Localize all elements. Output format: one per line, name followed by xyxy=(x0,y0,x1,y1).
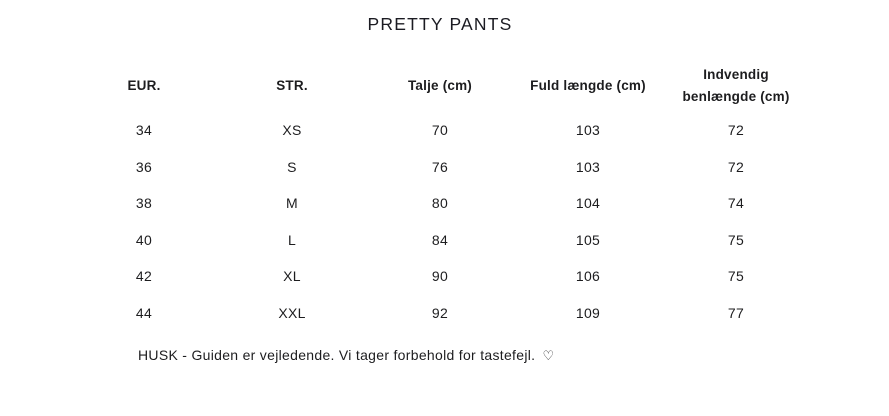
table-row: 42 XL 90 106 75 xyxy=(70,258,810,295)
table-row: 40 L 84 105 75 xyxy=(70,222,810,259)
table-row: 44 XXL 92 109 77 xyxy=(70,295,810,332)
table-cell: 42 xyxy=(135,268,153,285)
table-cell: 103 xyxy=(575,122,601,139)
table-cell: XS xyxy=(282,122,302,139)
disclaimer-note: HUSK - Guiden er vejledende. Vi tager fo… xyxy=(138,347,555,364)
page-title: PRETTY PANTS xyxy=(367,14,513,34)
table-cell: M xyxy=(286,195,298,212)
column-header: Fuld længde (cm) xyxy=(514,75,662,97)
table-cell: 70 xyxy=(431,122,449,139)
column-header-label: Talje (cm) xyxy=(407,77,472,93)
column-header-label: EUR. xyxy=(127,77,161,93)
heart-icon: ♡ xyxy=(542,348,555,363)
table-cell: 104 xyxy=(575,195,601,212)
table-cell: 105 xyxy=(575,231,601,248)
table-cell: 72 xyxy=(727,122,745,139)
disclaimer-text: HUSK - Guiden er vejledende. Vi tager fo… xyxy=(138,347,536,363)
column-header-label: Fuld længde (cm) xyxy=(530,77,646,93)
column-header-label: Indvendig benlængde (cm) xyxy=(682,66,790,104)
size-table-body: 34 XS 70 103 72 36 S 76 103 72 38 M 80 104 74 40 L 84 105 7… xyxy=(70,112,810,331)
table-cell: 72 xyxy=(727,158,745,175)
column-header: Talje (cm) xyxy=(366,75,514,97)
table-cell: S xyxy=(287,158,297,175)
table-cell: 75 xyxy=(727,231,745,248)
table-cell: 103 xyxy=(575,158,601,175)
table-cell: 76 xyxy=(431,158,449,175)
table-cell: 34 xyxy=(135,122,153,139)
table-row: 34 XS 70 103 72 xyxy=(70,112,810,149)
table-cell: 38 xyxy=(135,195,153,212)
table-cell: 44 xyxy=(135,304,153,321)
size-table-header-row: EUR. STR. Talje (cm) Fuld længde (cm) Indven… xyxy=(70,60,810,112)
table-cell: 90 xyxy=(431,268,449,285)
column-header: STR. xyxy=(218,75,366,97)
table-cell: 36 xyxy=(135,158,153,175)
table-row: 38 M 80 104 74 xyxy=(70,185,810,222)
table-cell: L xyxy=(287,231,297,248)
table-cell: 92 xyxy=(431,304,449,321)
table-cell: 84 xyxy=(431,231,449,248)
table-cell: 80 xyxy=(431,195,449,212)
table-row: 36 S 76 103 72 xyxy=(70,149,810,186)
table-cell: 74 xyxy=(727,195,745,212)
table-cell: XXL xyxy=(278,304,306,321)
column-header: Indvendig benlængde (cm) xyxy=(662,64,810,109)
table-cell: 106 xyxy=(575,268,601,285)
table-cell: XL xyxy=(283,268,301,285)
table-cell: 75 xyxy=(727,268,745,285)
size-guide-content: PRETTY PANTS EUR. STR. Talje (cm) Fuld læng… xyxy=(70,0,810,416)
column-header: EUR. xyxy=(70,75,218,97)
column-header-label: STR. xyxy=(276,77,308,93)
table-cell: 109 xyxy=(575,304,601,321)
table-cell: 77 xyxy=(727,304,745,321)
table-cell: 40 xyxy=(135,231,153,248)
